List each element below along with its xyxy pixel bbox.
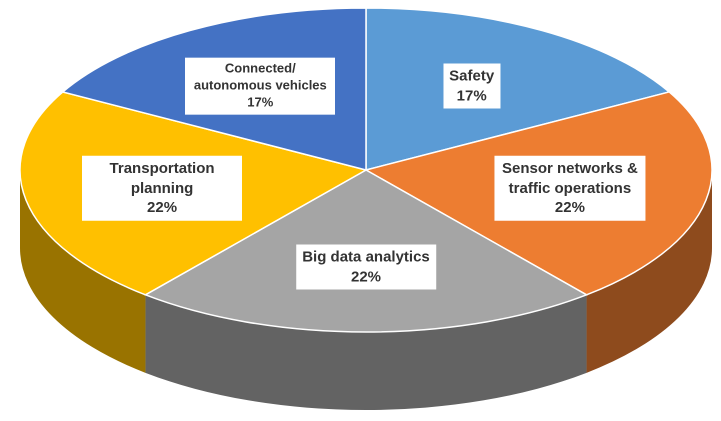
- slice-side: [586, 170, 712, 373]
- value-label: 22%: [147, 198, 178, 216]
- category-label: Sensor networks & traffic operations: [501, 159, 638, 197]
- category-label: Connected/ autonomous vehicles: [193, 60, 327, 93]
- data-label: Transportation planning 22%: [82, 155, 243, 221]
- category-label: Transportation planning: [109, 159, 215, 197]
- category-label: Safety: [449, 67, 495, 85]
- data-label: Connected/ autonomous vehicles 17%: [185, 57, 336, 115]
- value-label: 17%: [247, 94, 274, 110]
- value-label: 22%: [350, 268, 382, 286]
- slice-side: [19, 170, 146, 373]
- slice: [365, 7, 671, 171]
- data-label: Big data analytics 22%: [296, 244, 436, 290]
- value-label: 22%: [554, 198, 585, 216]
- data-label: Safety 17%: [443, 63, 501, 109]
- value-label: 17%: [456, 87, 487, 105]
- category-label: Big data analytics: [302, 248, 430, 266]
- data-label: Sensor networks & traffic operations 22%: [494, 155, 646, 221]
